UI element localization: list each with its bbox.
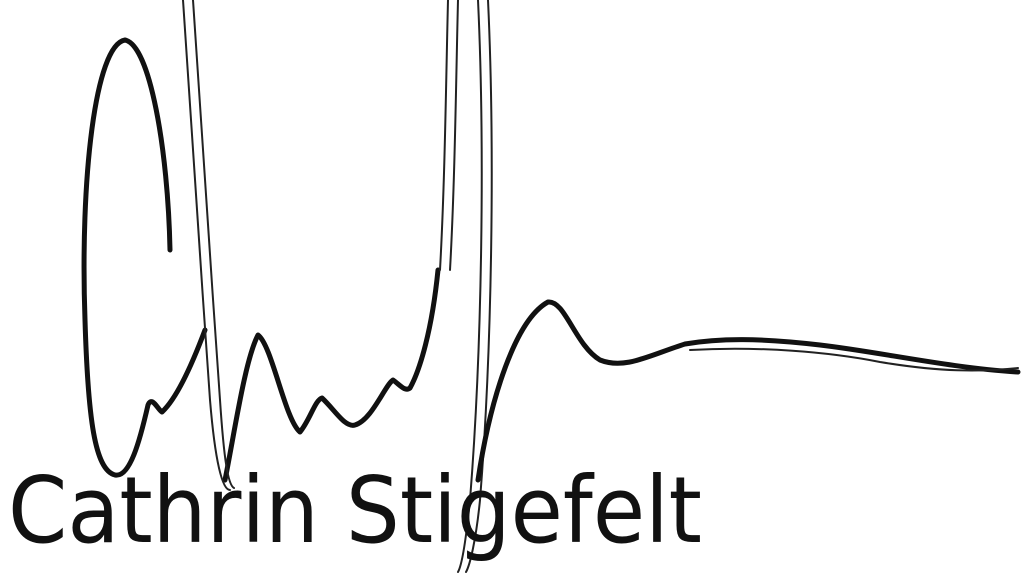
page: Cathrin Stigefelt (() => { const data = … — [0, 0, 1021, 580]
signature-upstroke-2 — [440, 0, 448, 270]
printed-name: Cathrin Stigefelt — [8, 457, 702, 564]
signature-waves — [225, 270, 438, 480]
signature-upstroke-2b — [450, 0, 458, 270]
signature-loop — [84, 40, 205, 475]
signature-tail — [478, 302, 1018, 480]
signature-upstroke-1 — [183, 0, 230, 490]
signature-image: Cathrin Stigefelt — [0, 0, 1021, 580]
